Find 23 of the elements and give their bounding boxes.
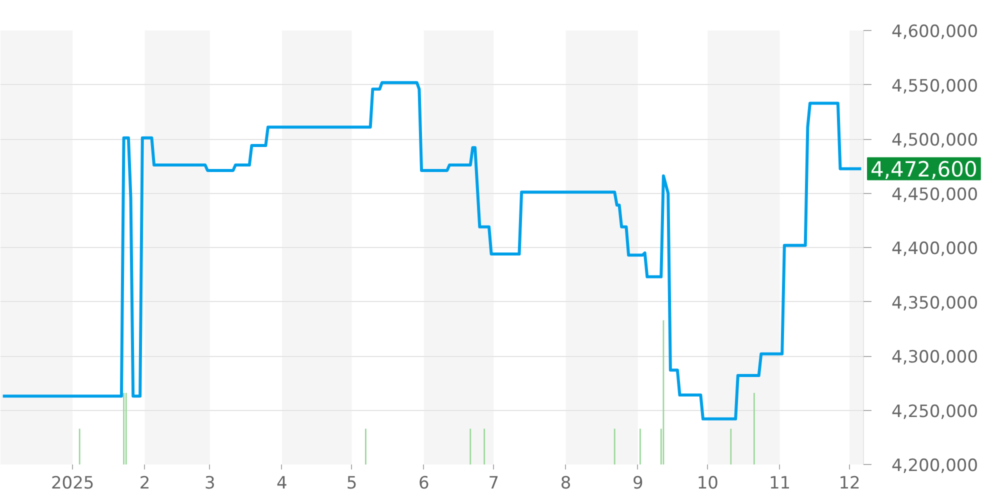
x-tick-label: 6	[418, 474, 430, 494]
x-tick-label: 7	[488, 474, 500, 494]
x-tick-label: 2	[139, 474, 150, 494]
x-tick-label: 2025	[50, 474, 94, 494]
y-tick-label: 4,400,000	[892, 239, 978, 259]
x-tick-label: 3	[204, 474, 216, 494]
x-tick-label: 5	[346, 474, 358, 494]
y-tick-label: 4,200,000	[892, 456, 978, 476]
y-tick-label: 4,250,000	[892, 402, 978, 422]
y-tick-label: 4,500,000	[892, 130, 978, 150]
x-tick-label: 9	[632, 474, 644, 494]
y-tick-label: 4,300,000	[892, 348, 978, 368]
y-tick-label: 4,350,000	[892, 293, 978, 314]
x-tick-label: 8	[560, 474, 572, 494]
y-tick-label: 4,600,000	[892, 22, 978, 42]
x-tick-label: 10	[696, 474, 718, 494]
line-series	[1, 81, 863, 420]
text: 4,472,600	[870, 158, 978, 182]
x-tick-label: 4	[276, 474, 288, 494]
x-tick-label: 12	[838, 474, 860, 494]
y-tick-label: 4,450,000	[892, 184, 978, 205]
y-tick-label: 4,550,000	[892, 76, 978, 96]
x-tick-label: 11	[768, 474, 791, 494]
